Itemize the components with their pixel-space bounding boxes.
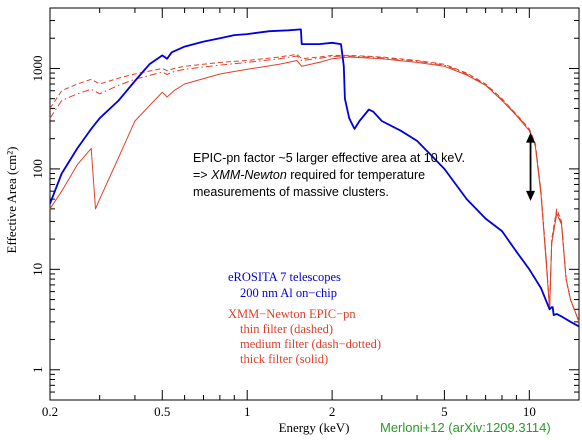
legend-erosita-2: 200 nm Al on−chip	[240, 286, 337, 300]
annotation-line-2: => XMM-Newton required for temperature	[193, 168, 425, 182]
series-group	[49, 28, 580, 328]
credit-text: Merloni+12 (arXiv:1209.3114)	[380, 420, 551, 435]
annotation-line-1: EPIC-pn factor ~5 larger effective area …	[193, 151, 465, 165]
y-tick-label: 100	[30, 159, 45, 179]
x-tick-label: 1	[244, 404, 251, 419]
x-tick-label: 5	[441, 404, 448, 419]
axis-ticks: 0.2 0.5 1 2 5 10 1 10 100 1000	[30, 7, 579, 419]
legend-erosita-1: eROSITA 7 telescopes	[228, 270, 341, 284]
series-line	[49, 55, 580, 322]
difference-arrow-head-bottom	[526, 190, 536, 201]
series-line	[49, 28, 580, 328]
plot-frame	[49, 7, 580, 401]
x-tick-label: 2	[329, 404, 336, 419]
y-tick-label: 1000	[30, 55, 45, 81]
annotation-line-3: measurements of massive clusters.	[193, 185, 389, 199]
legend-xmm-1: XMM−Newton EPIC−pn	[228, 307, 356, 321]
x-tick-label: 0.5	[154, 404, 170, 419]
x-tick-label: 0.2	[42, 404, 58, 419]
legend-xmm-3: medium filter (dash−dotted)	[240, 337, 381, 351]
legend-xmm-4: thick filter (solid)	[240, 352, 328, 366]
x-axis-title: Energy (keV)	[279, 420, 350, 435]
legend-xmm-2: thin filter (dashed)	[240, 322, 333, 336]
y-axis-title: Effective Area (cm²)	[4, 147, 19, 254]
difference-arrow-head-top	[526, 132, 536, 143]
y-tick-label: 10	[30, 263, 45, 276]
x-tick-label: 10	[523, 404, 536, 419]
y-tick-label: 1	[30, 367, 45, 374]
